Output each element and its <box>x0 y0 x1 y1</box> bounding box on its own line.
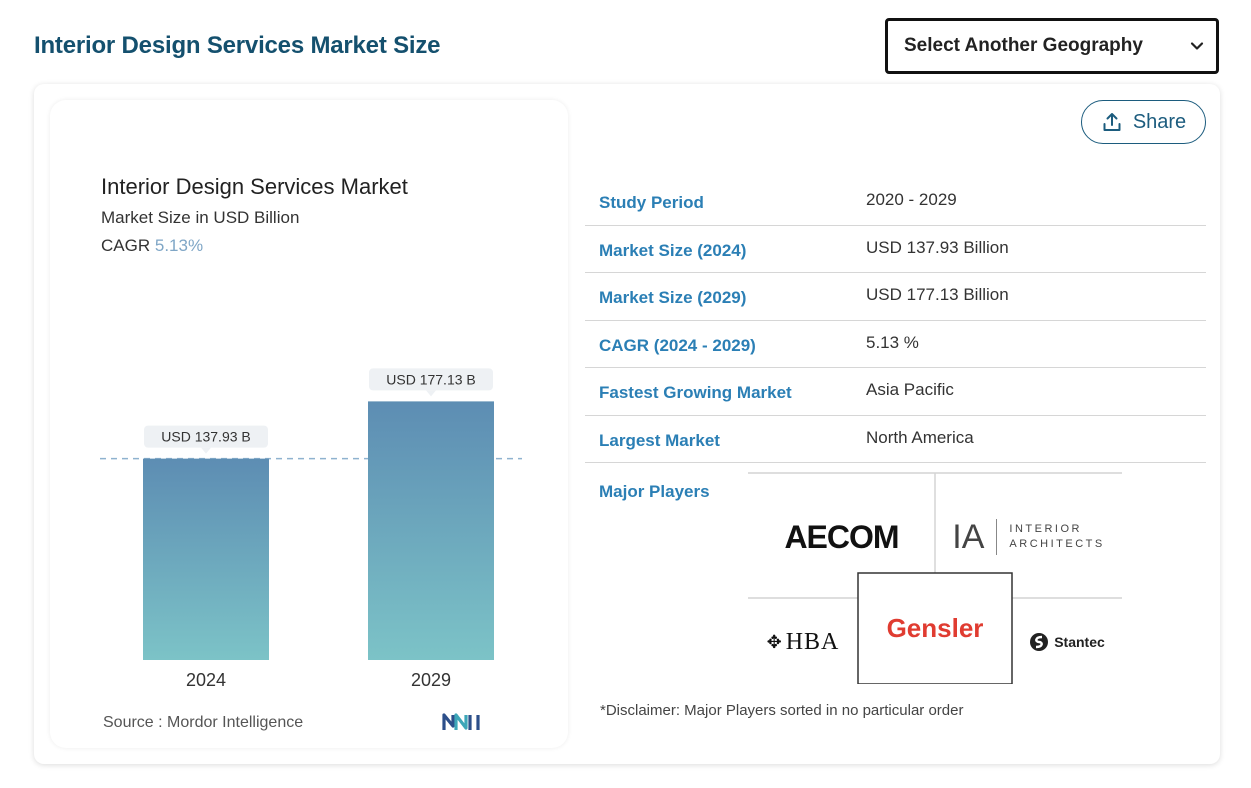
bar-2024 <box>143 458 269 660</box>
stat-row: Fastest Growing Market Asia Pacific <box>585 368 1206 416</box>
bar-label-bg <box>369 368 493 391</box>
share-label: Share <box>1132 110 1187 133</box>
stat-key: Largest Market <box>599 430 720 450</box>
stantec-mark-icon <box>1030 633 1049 651</box>
stat-value: Asia Pacific <box>866 380 954 399</box>
chart-cagr-label: CAGR <box>101 236 151 255</box>
x-tick-label: 2029 <box>411 670 451 690</box>
bar-data-label: USD 177.13 B <box>386 371 476 387</box>
stat-key: Study Period <box>599 193 704 212</box>
stat-key: Market Size (2029) <box>599 288 747 307</box>
chart-cagr: CAGR 5.13% <box>101 236 203 256</box>
bar-chart: USD 137.93 B 2024 USD 177.13 B 2029 <box>100 368 522 690</box>
stat-value: 5.13 % <box>866 332 919 352</box>
ia-wordmark: INTERIOR ARCHITECTS <box>1009 522 1104 552</box>
chart-subtitle: Market Size in USD Billion <box>101 208 300 227</box>
major-players-grid: AECOM IA INTERIOR ARCHITECTS ✥ HBA Gensl… <box>748 472 1122 684</box>
stat-row: Market Size (2024) USD 137.93 Billion <box>585 226 1206 273</box>
ia-line2: ARCHITECTS <box>1009 538 1105 550</box>
hba-diamond-icon: ✥ <box>766 631 782 652</box>
stats-table: Study Period 2020 - 2029 Market Size (20… <box>585 178 1206 463</box>
bar-label-pointer <box>426 390 436 397</box>
gensler-text: Gensler <box>886 613 984 643</box>
ia-line1: INTERIOR <box>1009 523 1082 535</box>
bar-label-pointer <box>201 447 211 454</box>
page-title: Interior Design Services Market Size <box>34 32 441 59</box>
stat-key: Market Size (2024) <box>599 240 747 260</box>
geography-select-label: Select Another Geography <box>904 35 1143 56</box>
stat-row: Market Size (2029) USD 177.13 Billion <box>585 273 1206 321</box>
ia-divider <box>996 519 998 555</box>
bar-data-label: USD 137.93 B <box>161 429 251 445</box>
aecom-text: AECOM <box>784 518 899 555</box>
stat-key: CAGR (2024 - 2029) <box>599 335 756 355</box>
stat-row: Study Period 2020 - 2029 <box>585 178 1206 226</box>
stat-value: USD 137.93 Billion <box>866 237 1009 257</box>
share-icon <box>1103 113 1121 131</box>
geography-select[interactable]: Select Another Geography <box>885 18 1219 74</box>
mordor-intelligence-logo <box>442 713 480 730</box>
source-value: Mordor Intelligence <box>167 714 304 731</box>
major-players-label: Major Players <box>599 482 710 501</box>
interior-architects-logo: IA INTERIOR ARCHITECTS <box>935 492 1122 582</box>
stantec-text: Stantec <box>1054 634 1105 650</box>
stat-row: CAGR (2024 - 2029) 5.13 % <box>585 321 1206 368</box>
stat-row: Largest Market North America <box>585 416 1206 463</box>
chevron-down-icon <box>1190 42 1204 50</box>
market-card: Interior Design Services Market Market S… <box>34 84 1220 764</box>
source-key: Source : <box>103 714 163 731</box>
gensler-logo: Gensler <box>858 573 1012 684</box>
bar-label-bg <box>144 425 268 448</box>
bar-2029 <box>368 401 494 660</box>
x-tick-label: 2024 <box>186 670 226 690</box>
chart-cagr-value: 5.13% <box>154 236 204 255</box>
disclaimer: *Disclaimer: Major Players sorted in no … <box>600 702 964 719</box>
aecom-logo: AECOM <box>748 492 935 582</box>
stat-value: North America <box>866 427 974 447</box>
hba-text: HBA <box>785 628 840 655</box>
hba-logo: ✥ HBA <box>748 600 858 684</box>
players-grid-lines <box>748 472 1122 684</box>
stat-value: 2020 - 2029 <box>866 190 957 209</box>
chart-title: Interior Design Services Market <box>101 174 408 199</box>
stantec-logo: Stantec <box>1012 600 1122 684</box>
ia-mark: IA <box>952 517 985 556</box>
stat-key: Fastest Growing Market <box>599 383 792 402</box>
share-button[interactable]: Share <box>1081 100 1206 144</box>
chart-source: Source : Mordor Intelligence <box>103 714 303 732</box>
chart-panel: Interior Design Services Market Market S… <box>50 100 568 748</box>
stat-value: USD 177.13 Billion <box>866 285 1009 304</box>
